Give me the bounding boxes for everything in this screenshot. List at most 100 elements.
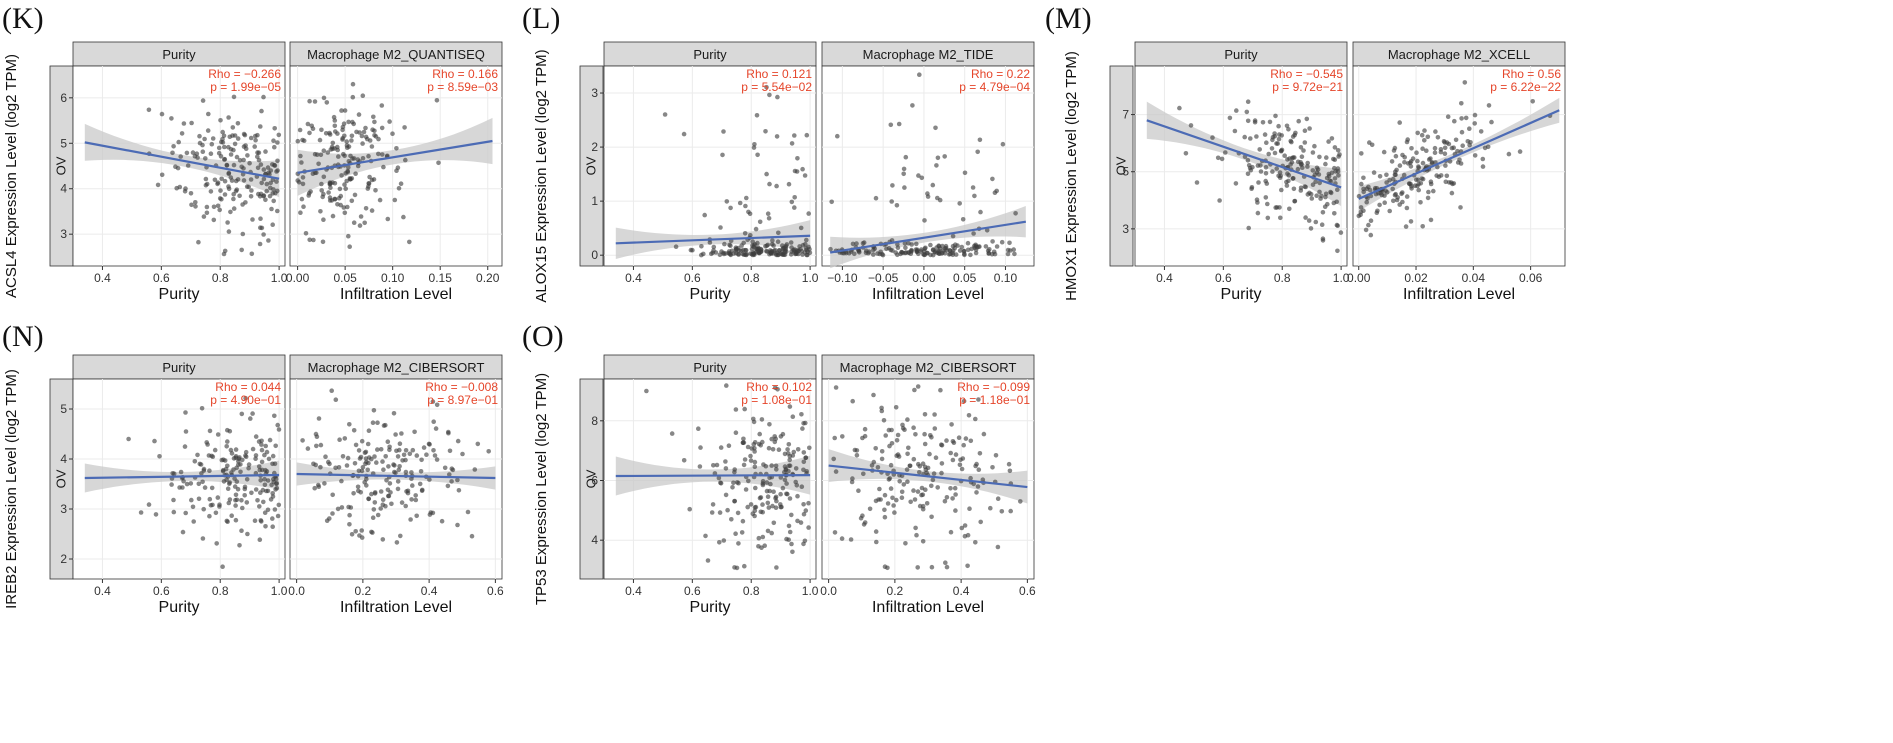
data-point <box>196 239 201 245</box>
data-point <box>330 213 336 219</box>
data-point <box>835 133 840 139</box>
data-point <box>1007 240 1012 246</box>
data-point <box>319 127 324 133</box>
data-point <box>1404 139 1410 145</box>
data-point <box>272 461 278 467</box>
data-point <box>801 541 806 547</box>
data-point <box>944 438 949 443</box>
data-point <box>966 413 972 418</box>
data-point <box>335 506 341 512</box>
data-point <box>1292 132 1297 138</box>
data-point <box>208 151 214 156</box>
data-point <box>380 459 385 464</box>
y-tick-label: 4 <box>60 452 67 466</box>
data-point <box>380 497 386 503</box>
data-point <box>431 419 437 425</box>
data-point <box>1449 190 1455 196</box>
data-point <box>1391 198 1396 204</box>
data-point <box>961 442 966 448</box>
data-point <box>389 501 394 507</box>
data-point <box>928 252 933 258</box>
data-point <box>1463 115 1469 121</box>
data-point <box>1264 140 1269 145</box>
data-point <box>995 496 1001 502</box>
data-point <box>965 563 970 569</box>
data-point <box>784 536 789 542</box>
data-point <box>1012 251 1017 257</box>
data-point <box>434 402 440 408</box>
data-point <box>1305 192 1311 197</box>
rho-value: Rho = 0.121 <box>746 67 812 81</box>
data-point <box>210 136 216 141</box>
data-point <box>901 166 907 172</box>
data-point <box>253 487 259 492</box>
data-point <box>727 251 733 256</box>
data-point <box>369 208 375 213</box>
rho-value: Rho = −0.266 <box>208 67 281 81</box>
data-point <box>200 479 205 485</box>
data-point <box>1215 155 1221 161</box>
data-point <box>322 481 327 486</box>
data-point <box>1274 166 1279 171</box>
data-point <box>475 441 481 447</box>
data-point <box>385 439 391 445</box>
data-point <box>903 250 909 255</box>
data-point <box>725 507 730 513</box>
data-point <box>258 124 263 129</box>
data-point <box>973 250 979 256</box>
data-point <box>1408 219 1414 224</box>
data-point <box>320 194 326 200</box>
data-point <box>257 537 263 542</box>
data-point <box>1287 156 1292 161</box>
data-point <box>806 211 811 216</box>
data-point <box>393 432 398 437</box>
data-point <box>1318 196 1323 201</box>
data-point <box>460 451 465 457</box>
data-point <box>786 463 792 469</box>
data-point <box>882 507 887 513</box>
data-point <box>1401 172 1407 178</box>
data-point <box>379 103 385 108</box>
panel-label: (N) <box>2 320 44 353</box>
data-point <box>259 180 265 186</box>
y-tick-label: 3 <box>60 502 67 516</box>
data-point <box>227 480 232 485</box>
data-point <box>259 519 264 524</box>
data-point <box>1506 151 1512 157</box>
data-point <box>203 156 208 161</box>
data-point <box>233 492 239 498</box>
data-point <box>248 416 253 421</box>
cancer-strip <box>1109 65 1134 267</box>
regression-line <box>84 141 280 180</box>
data-point <box>914 249 920 254</box>
data-point <box>913 525 918 531</box>
data-point <box>990 239 995 244</box>
data-point <box>239 164 244 170</box>
data-point <box>1361 175 1366 181</box>
data-point <box>486 449 492 454</box>
data-point <box>920 506 926 512</box>
data-point <box>249 490 254 496</box>
data-point <box>442 465 448 471</box>
data-point <box>977 137 983 143</box>
data-point <box>939 470 944 476</box>
data-point <box>427 442 432 447</box>
data-point <box>446 430 451 436</box>
facet-strip <box>72 354 286 380</box>
data-point <box>956 435 962 441</box>
data-point <box>366 455 372 460</box>
data-point <box>934 163 939 168</box>
x-tick-label: 0.6 <box>1019 584 1036 598</box>
data-point <box>225 463 230 469</box>
data-point <box>323 454 328 460</box>
data-point <box>932 426 938 431</box>
data-point <box>366 153 371 159</box>
data-point <box>417 481 423 487</box>
x-axis-label: Purity <box>690 286 731 303</box>
data-point <box>300 181 306 187</box>
data-point <box>879 449 885 454</box>
data-point <box>1409 146 1414 151</box>
data-point <box>767 181 772 187</box>
data-point <box>274 179 279 184</box>
